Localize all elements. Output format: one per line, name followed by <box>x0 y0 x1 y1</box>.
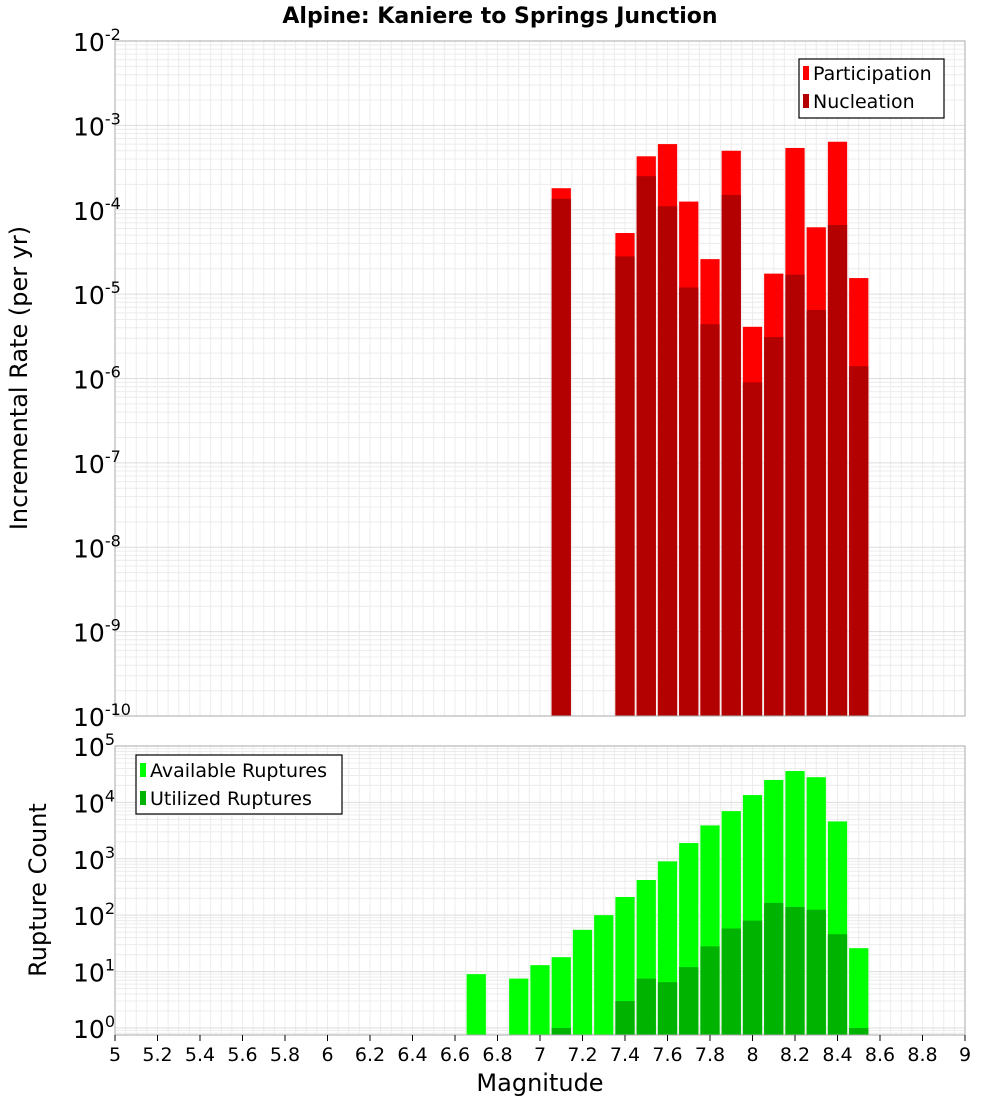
bottom-bar-available-ruptures <box>594 915 614 1035</box>
bottom-bar-utilized-ruptures <box>806 909 826 1035</box>
bottom-bar-utilized-ruptures <box>700 946 720 1035</box>
x-tick-label: 5.2 <box>142 1044 172 1066</box>
top-y-tick-label: 10-6 <box>73 363 121 395</box>
top-y-tick-label: 10-3 <box>73 109 121 141</box>
top-y-tick-label: 10-7 <box>73 447 121 479</box>
x-tick-label: 5 <box>109 1044 121 1066</box>
legend-label-available: Available Ruptures <box>150 760 327 782</box>
bottom-bar-utilized-ruptures <box>615 1001 635 1035</box>
x-axis-label: Magnitude <box>476 1069 603 1097</box>
bottom-bar-utilized-ruptures <box>551 1027 571 1035</box>
top-bar-nucleation <box>679 287 699 716</box>
legend-label-participation: Participation <box>813 63 932 85</box>
top-bars <box>551 141 869 717</box>
x-tick-label: 8 <box>746 1044 758 1066</box>
top-bar-nucleation <box>657 206 678 716</box>
bottom-bar-utilized-ruptures <box>849 1027 869 1035</box>
x-tick-label: 7.8 <box>695 1044 725 1066</box>
x-tick-label: 6 <box>321 1044 333 1066</box>
bottom-bar-utilized-ruptures <box>636 978 656 1035</box>
legend-swatch-participation <box>803 66 809 80</box>
bottom-bar-utilized-ruptures <box>721 928 741 1035</box>
bottom-bar-available-ruptures <box>530 965 550 1035</box>
bottom-y-tick-label: 103 <box>73 843 115 875</box>
x-tick-label: 6.8 <box>482 1044 512 1066</box>
bottom-bars <box>466 771 869 1035</box>
top-bar-nucleation <box>764 337 784 716</box>
x-tick-label: 7.6 <box>652 1044 682 1066</box>
legend-swatch-nucleation <box>803 94 809 108</box>
top-y-tick-label: 10-5 <box>73 278 121 310</box>
top-legend: Participation Nucleation <box>798 58 945 119</box>
top-bar-nucleation <box>806 309 826 716</box>
top-bar-nucleation <box>636 176 656 716</box>
bottom-bar-available-ruptures <box>466 974 486 1035</box>
top-y-tick-label: 10-8 <box>73 531 121 563</box>
top-y-tick-label: 10-10 <box>73 700 131 732</box>
bottom-bar-available-ruptures <box>849 948 869 1035</box>
top-y-tick-label: 10-4 <box>73 194 121 226</box>
x-tick-label: 9 <box>959 1044 971 1066</box>
top-bar-nucleation <box>785 274 805 716</box>
top-grid <box>114 41 966 717</box>
bottom-y-tick-label: 104 <box>73 786 115 818</box>
x-tick-label: 7.2 <box>567 1044 597 1066</box>
top-bar-nucleation <box>742 382 763 716</box>
bottom-y-tick-label: 100 <box>73 1012 115 1044</box>
top-y-tick-label: 10-2 <box>73 25 121 57</box>
x-tick-label: 6.6 <box>440 1044 470 1066</box>
incremental-rate-panel: 10-2 10-3 10-4 10-5 10-6 10-7 10-8 10-9 10-10 In… <box>5 25 966 732</box>
x-tick-label: 7 <box>534 1044 546 1066</box>
top-bar-nucleation <box>615 256 635 716</box>
x-tick-label: 8.2 <box>780 1044 810 1066</box>
x-tick-label: 6.4 <box>397 1044 427 1066</box>
top-bar-nucleation <box>721 194 741 716</box>
bottom-bar-utilized-ruptures <box>742 920 763 1035</box>
top-plot-border <box>114 40 966 717</box>
bottom-legend: Available Ruptures Utilized Ruptures <box>135 754 343 815</box>
bottom-bar-utilized-ruptures <box>764 902 784 1035</box>
top-y-tick-label: 10-9 <box>73 616 121 648</box>
x-ticks: 5 5.2 5.4 5.6 5.8 6 6.2 6.4 6.6 6.8 7 7.2 7.4 7.6 7.8 8… <box>109 1035 971 1066</box>
top-y-axis-label: Incremental Rate (per yr) <box>5 226 33 530</box>
bottom-bar-utilized-ruptures <box>827 934 848 1035</box>
rupture-count-panel: 105 104 103 102 101 100 5 5.2 5.4 5.6 5.8 6 6.2 6.4 6… <box>24 730 971 1097</box>
x-tick-label: 5.8 <box>270 1044 300 1066</box>
legend-label-nucleation: Nucleation <box>813 91 915 113</box>
bottom-bar-utilized-ruptures <box>657 982 678 1035</box>
top-bar-nucleation <box>700 324 720 716</box>
top-bar-nucleation <box>849 366 869 716</box>
bottom-y-ticks: 105 104 103 102 101 100 <box>73 730 115 1044</box>
bottom-bar-available-ruptures <box>572 929 593 1035</box>
bottom-y-tick-label: 102 <box>73 899 115 931</box>
legend-swatch-available <box>140 763 146 777</box>
x-tick-label: 8.8 <box>907 1044 937 1066</box>
x-tick-label: 8.4 <box>822 1044 852 1066</box>
legend-label-utilized: Utilized Ruptures <box>150 788 312 810</box>
top-legend-box <box>798 58 945 119</box>
bottom-y-axis-label: Rupture Count <box>24 803 52 977</box>
bottom-legend-box <box>135 754 343 815</box>
legend-swatch-utilized <box>140 791 146 805</box>
x-tick-label: 5.6 <box>227 1044 257 1066</box>
x-tick-label: 8.6 <box>865 1044 895 1066</box>
bottom-y-tick-label: 101 <box>73 956 115 988</box>
top-bar-nucleation <box>827 224 848 716</box>
bottom-bar-available-ruptures <box>551 957 571 1035</box>
x-tick-label: 7.4 <box>610 1044 640 1066</box>
bottom-bar-utilized-ruptures <box>785 906 805 1035</box>
x-tick-label: 6.2 <box>355 1044 385 1066</box>
top-y-ticks: 10-2 10-3 10-4 10-5 10-6 10-7 10-8 10-9 10-10 <box>73 25 131 732</box>
bottom-y-tick-label: 105 <box>73 730 115 762</box>
bottom-bar-utilized-ruptures <box>679 967 699 1035</box>
chart-title: Alpine: Kaniere to Springs Junction <box>282 4 717 29</box>
x-tick-label: 5.4 <box>185 1044 215 1066</box>
bottom-bar-available-ruptures <box>615 897 635 1035</box>
top-bar-nucleation <box>551 198 571 717</box>
bottom-bar-available-ruptures <box>509 978 529 1035</box>
